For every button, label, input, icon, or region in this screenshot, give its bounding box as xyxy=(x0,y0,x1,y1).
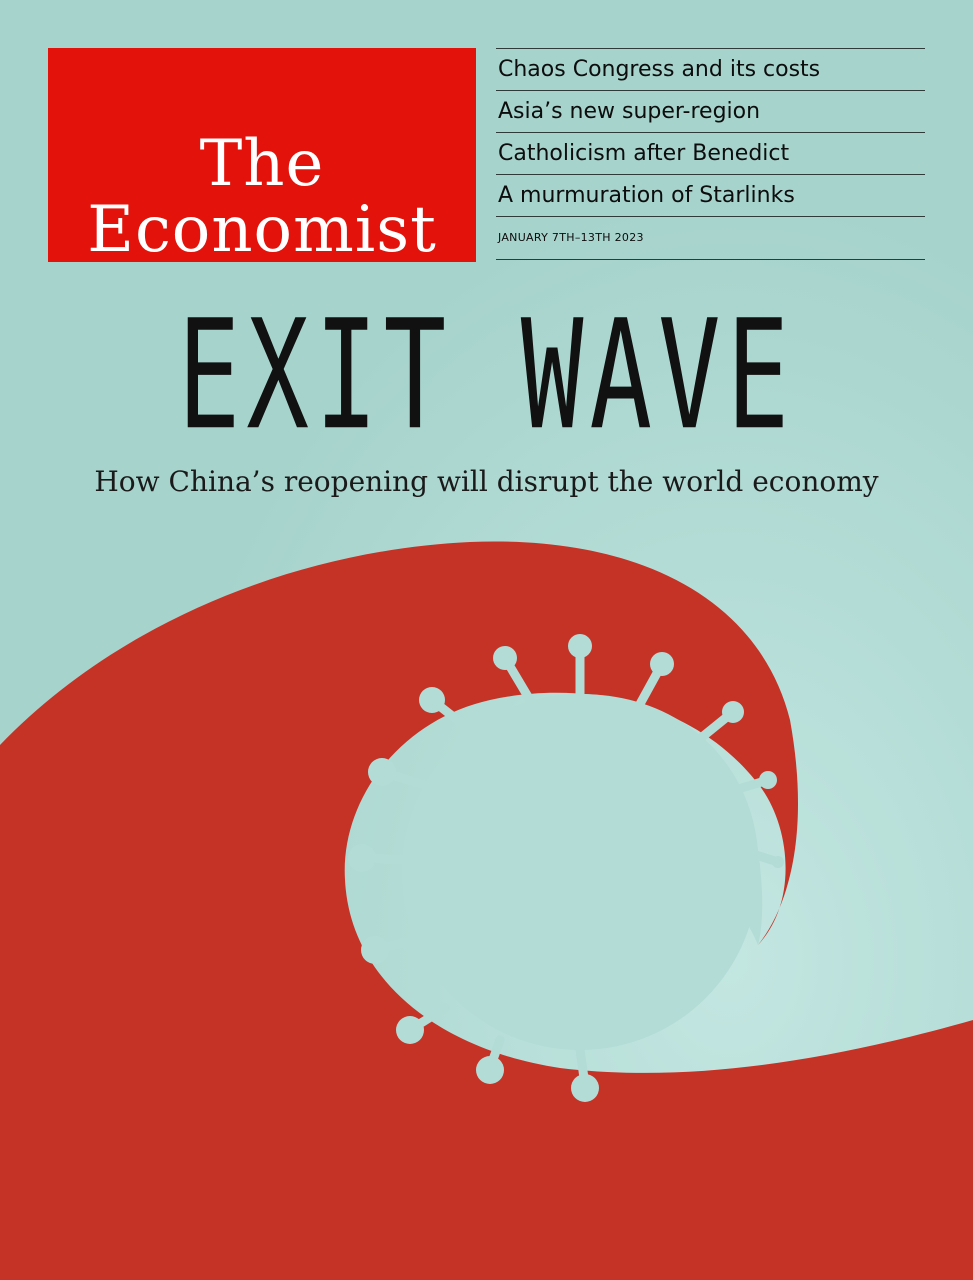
headline-item: Chaos Congress and its costs xyxy=(496,48,925,90)
headline-item: Asia’s new super-region xyxy=(496,90,925,132)
cover-title: EXIT WAVE xyxy=(177,286,796,464)
headline-item: A murmuration of Starlinks xyxy=(496,174,925,216)
headline-item: Catholicism after Benedict xyxy=(496,132,925,174)
masthead-line-economist: Economist xyxy=(87,193,437,267)
masthead-logo: The Economist xyxy=(48,48,476,262)
wave-icon xyxy=(0,541,973,1280)
cover-subtitle: How China’s reopening will disrupt the w… xyxy=(94,465,879,498)
headline-list: Chaos Congress and its costs Asia’s new … xyxy=(496,48,925,260)
issue-date: JANUARY 7TH–13TH 2023 xyxy=(496,216,925,260)
virus-icon xyxy=(348,634,784,1102)
masthead-line-the: The xyxy=(199,127,325,201)
